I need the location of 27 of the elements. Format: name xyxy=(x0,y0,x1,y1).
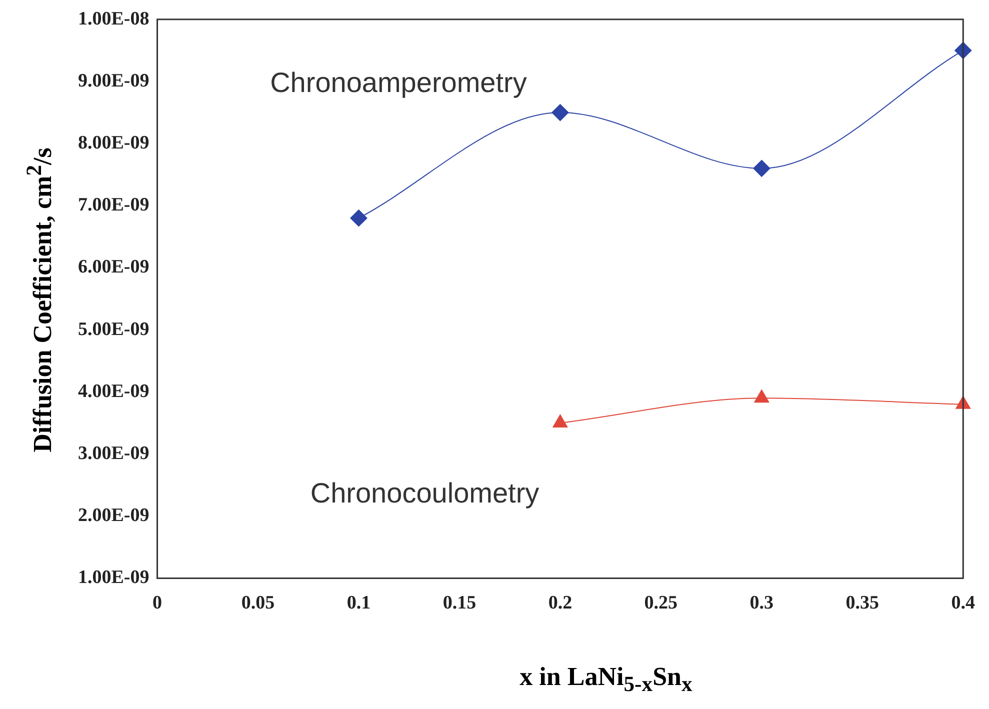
point xyxy=(754,390,770,403)
y-tick-label: 8.00E-09 xyxy=(78,132,150,154)
series-label: Chronoamperometry xyxy=(270,67,527,98)
x-tick-label: 0.1 xyxy=(346,592,371,614)
x-tick-label: 0.3 xyxy=(750,592,774,614)
point xyxy=(552,414,568,428)
series-label: Chronocoulometry xyxy=(310,478,540,509)
y-tick-label: 4.00E-09 xyxy=(78,380,150,402)
y-tick-label: 6.00E-09 xyxy=(78,256,150,278)
y-tick-label: 9.00E-09 xyxy=(78,70,150,92)
x-tick-label: 0 xyxy=(152,592,162,614)
x-tick-label: 0.15 xyxy=(442,592,476,614)
y-tick-label: 5.00E-09 xyxy=(78,318,150,340)
point xyxy=(552,104,569,122)
x-tick-label: 0.35 xyxy=(846,592,880,614)
x-tick-label: 0.2 xyxy=(548,592,572,614)
y-tick-label: 3.00E-09 xyxy=(78,442,150,464)
point xyxy=(350,210,368,227)
x-axis-title: x in LaNi$_{5-x}$Sn$_{x}$ xyxy=(520,662,692,698)
x-tick-label: 0.05 xyxy=(241,592,275,614)
x-tick-label: 0.4 xyxy=(951,592,976,614)
point xyxy=(753,160,770,177)
y-tick-label: 1.00E-09 xyxy=(78,567,150,588)
y-tick-label: 1.00E-08 xyxy=(78,8,150,30)
x-tick-label: 0.25 xyxy=(644,592,678,614)
y-tick-label: 2.00E-09 xyxy=(78,505,150,526)
y-tick-label: 7.00E-09 xyxy=(78,194,150,216)
